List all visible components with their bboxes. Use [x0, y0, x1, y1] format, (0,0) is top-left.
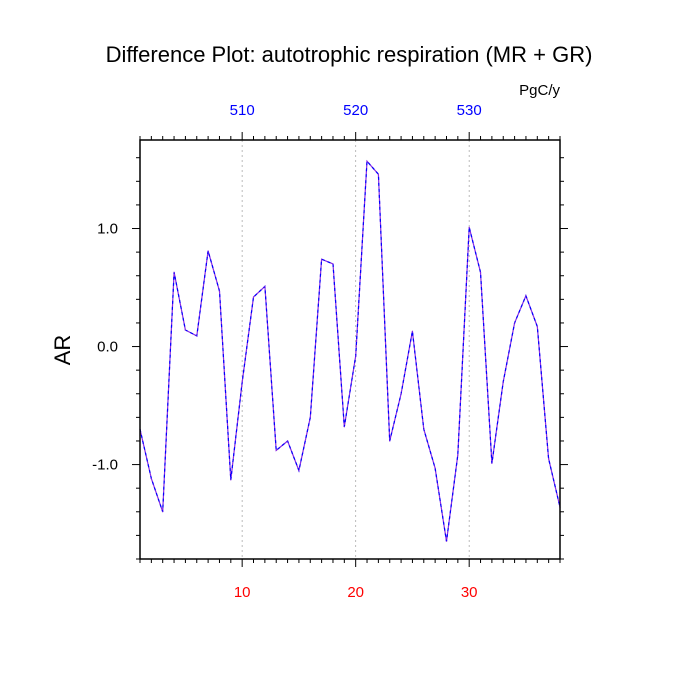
data-point: [377, 173, 379, 175]
data-point: [411, 330, 414, 332]
data-point: [252, 296, 255, 298]
data-point: [400, 393, 402, 395]
data-point: [355, 355, 357, 357]
data-point: [309, 416, 311, 418]
data-point: [525, 295, 527, 297]
data-point: [332, 263, 334, 265]
data-point: [389, 440, 391, 442]
data-point: [298, 469, 300, 472]
data-point: [207, 250, 209, 252]
data-point: [230, 479, 232, 481]
x-tick-label-bottom: 30: [461, 584, 478, 601]
data-point: [218, 290, 221, 292]
plot-frame: [139, 139, 561, 560]
axis-labels: 10 20 30 510 520 530 -1.0 0.0 1.0: [92, 102, 482, 601]
units-label: PgC/y: [519, 82, 560, 99]
data-point: [445, 540, 448, 542]
x-tick-label-top: 520: [343, 102, 368, 119]
data-point: [513, 322, 516, 324]
data-point: [479, 271, 482, 273]
data-point: [264, 285, 266, 287]
data-point: [457, 454, 459, 456]
y-tick-label: 1.0: [97, 221, 118, 238]
x-tick-label-top: 530: [457, 102, 482, 119]
x-tick-label-top: 510: [230, 102, 255, 119]
series-line-dashed: [139, 159, 561, 542]
data-point: [173, 271, 175, 273]
data-point: [196, 335, 198, 337]
x-tick-label-bottom: 10: [234, 584, 251, 601]
y-tick-label: 0.0: [97, 339, 118, 356]
y-axis-label: AR: [50, 335, 75, 366]
data-point: [241, 381, 243, 383]
data-point: [536, 325, 538, 328]
data-point: [434, 467, 436, 469]
data-point: [150, 478, 152, 480]
chart-title: Difference Plot: autotrophic respiration…: [106, 42, 593, 67]
x-tick-label-bottom: 20: [347, 584, 364, 601]
y-tick-label: -1.0: [92, 457, 118, 474]
data-point: [162, 511, 164, 513]
data-point: [491, 462, 493, 464]
data-point: [275, 449, 277, 452]
data-point: [548, 458, 550, 460]
data-point: [184, 329, 187, 331]
data-point: [321, 258, 323, 260]
data-point: [468, 226, 470, 228]
series-line: [139, 159, 561, 542]
axis-ticks: [132, 132, 568, 567]
data-point: [343, 426, 345, 428]
data-point: [286, 440, 289, 442]
data-point: [423, 428, 425, 430]
series-group: [139, 159, 561, 542]
data-point: [502, 381, 504, 383]
data-point: [366, 160, 368, 162]
